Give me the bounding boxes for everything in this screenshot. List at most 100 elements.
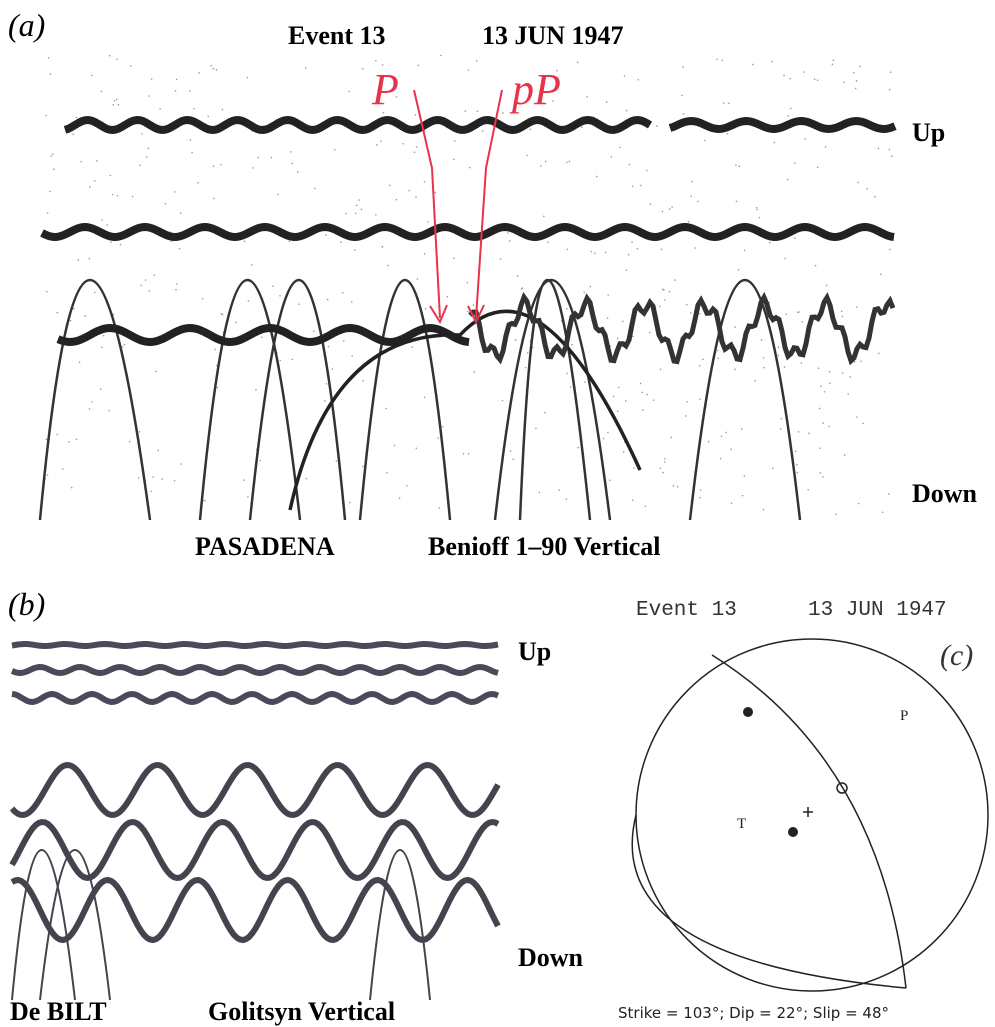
compression-dot — [788, 827, 798, 837]
trace — [11, 640, 499, 650]
trace — [518, 278, 592, 521]
speckle — [386, 471, 388, 474]
speckle — [204, 499, 206, 502]
speckle — [174, 90, 177, 92]
speckle — [670, 436, 673, 439]
speckle — [796, 463, 798, 466]
speckle — [116, 194, 119, 197]
trace — [11, 849, 76, 1001]
speckle — [157, 449, 160, 452]
speckle — [734, 326, 736, 328]
speckle — [507, 232, 509, 234]
speckle — [75, 438, 78, 441]
speckle — [140, 284, 142, 287]
speckle — [716, 349, 719, 352]
speckle — [415, 196, 417, 198]
speckle — [728, 102, 730, 104]
speckle — [413, 151, 416, 154]
speckle — [207, 115, 210, 118]
speckle — [298, 303, 300, 305]
speckle — [589, 285, 592, 288]
speckle — [535, 427, 537, 430]
speckle — [769, 241, 771, 244]
speckle — [398, 497, 401, 499]
speckle — [668, 208, 671, 210]
speckle — [360, 208, 363, 211]
speckle — [856, 416, 858, 418]
speckle — [467, 452, 470, 455]
phase-arrows — [413, 89, 503, 325]
speckle — [754, 379, 756, 382]
speckle — [423, 253, 426, 255]
speckle — [779, 428, 782, 430]
speckle — [699, 398, 701, 400]
speckle — [743, 249, 746, 252]
speckle — [395, 198, 398, 201]
speckle — [121, 345, 124, 348]
speckle — [818, 407, 821, 410]
speckle — [644, 505, 647, 508]
speckle — [353, 249, 356, 251]
speckle — [453, 257, 455, 260]
speckle — [101, 219, 103, 221]
trace — [358, 278, 452, 521]
speckle — [333, 149, 336, 151]
speckle — [789, 107, 792, 110]
speckle — [577, 446, 579, 449]
speckle — [648, 331, 651, 334]
speckle — [687, 220, 690, 223]
speckle — [642, 409, 644, 411]
speckle — [571, 343, 573, 346]
speckle — [175, 288, 177, 291]
speckle — [381, 64, 384, 66]
trace — [369, 849, 431, 1001]
speckle — [544, 160, 547, 163]
panel-label: (c) — [940, 639, 973, 672]
speckle — [117, 103, 120, 106]
speckle — [78, 361, 81, 364]
speckle — [216, 364, 218, 367]
speckle — [663, 289, 665, 291]
speckle — [259, 459, 262, 462]
nodal-plane — [631, 814, 907, 989]
speckle — [784, 257, 786, 260]
speckle — [879, 273, 882, 276]
speckle — [178, 247, 181, 250]
speckle — [822, 476, 824, 478]
speckle — [164, 202, 167, 205]
speckle — [617, 386, 620, 389]
speckle — [831, 63, 834, 66]
speckle — [291, 358, 294, 361]
speckle — [854, 87, 857, 90]
speckle — [639, 382, 642, 385]
speckle — [354, 212, 357, 215]
speckle — [524, 366, 527, 369]
trace — [39, 849, 111, 1001]
speckle — [102, 334, 105, 337]
speckle — [159, 108, 161, 110]
speckle — [96, 160, 98, 162]
speckle — [175, 78, 178, 81]
speckle — [221, 313, 224, 316]
speckle — [841, 372, 844, 374]
speckle — [817, 367, 820, 370]
speckle — [529, 128, 532, 131]
panel-label: (a) — [8, 7, 45, 43]
speckle — [91, 401, 93, 403]
instrument-name: Golitsyn Vertical — [208, 997, 395, 1026]
speckle — [773, 141, 776, 144]
speckle — [590, 250, 593, 253]
speckle — [514, 339, 517, 341]
speckle — [631, 185, 634, 188]
station-name: PASADENA — [195, 532, 335, 561]
speckle — [661, 210, 664, 213]
speckle — [137, 476, 140, 479]
speckle — [53, 168, 55, 171]
speckle — [888, 88, 891, 91]
speckle — [822, 422, 825, 424]
speckle — [878, 352, 880, 355]
speckle — [859, 65, 861, 68]
speckle — [243, 479, 245, 481]
